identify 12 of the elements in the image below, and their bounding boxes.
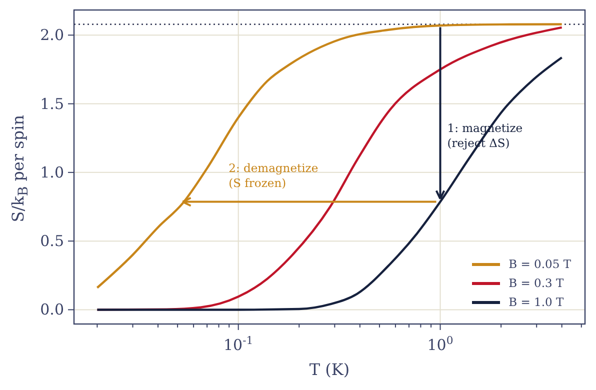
y-tick-label: 2.0 bbox=[40, 26, 64, 44]
legend-label: B = 0.05 T bbox=[508, 256, 571, 273]
y-tick-label: 0.5 bbox=[40, 232, 64, 250]
legend-label: B = 0.3 T bbox=[508, 275, 564, 292]
x-tick-label: 10$^{0}$ bbox=[427, 334, 454, 354]
y-tick-label: 1.0 bbox=[40, 163, 64, 182]
x-tick-label: 10$^{-1}$ bbox=[224, 334, 254, 354]
annotation: 2: demagnetize (S frozen) bbox=[228, 160, 318, 190]
y-tick-label: 1.5 bbox=[40, 94, 64, 113]
legend-label: B = 1.0 T bbox=[508, 294, 564, 311]
x-axis-title: T (K) bbox=[308, 360, 351, 379]
y-tick-label: 0.0 bbox=[40, 300, 64, 319]
